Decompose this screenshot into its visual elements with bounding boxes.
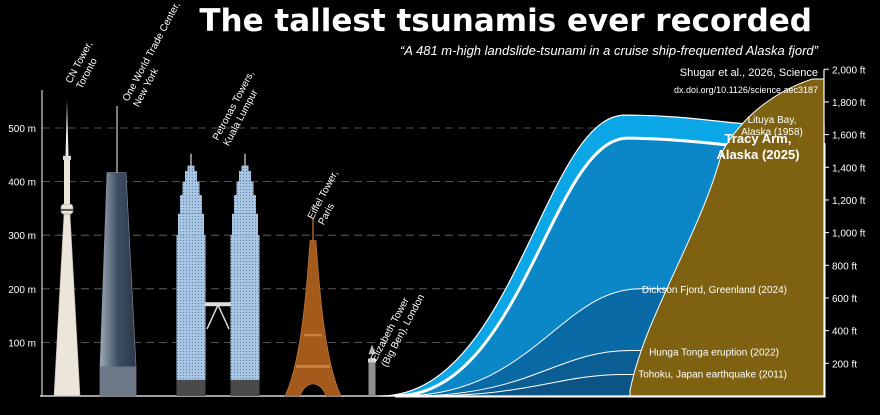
- petronas-base: [176, 379, 206, 396]
- eiffel-tower-body: [284, 240, 342, 397]
- elizabeth-tower-body: [368, 358, 376, 396]
- petronas-tier: [187, 165, 195, 171]
- left-tick-label: 300 m: [8, 231, 36, 242]
- source-citation: Shugar et al., 2026, Science: [680, 67, 818, 79]
- chart-title: The tallest tsunamis ever recorded: [199, 3, 812, 39]
- right-tick-label: 600 ft: [832, 294, 857, 305]
- owtc-base: [100, 366, 136, 396]
- right-tick-label: 1,600 ft: [832, 131, 866, 142]
- right-tick-label: 200 ft: [832, 359, 857, 370]
- eiffel-second-platform: [304, 333, 322, 337]
- petronas-tower-1: [176, 153, 206, 396]
- lituya-bay-label: Lituya Bay,: [748, 115, 797, 126]
- left-tick-label: 100 m: [8, 338, 36, 349]
- doi-link[interactable]: dx.doi.org/10.1126/science.aec3187: [674, 85, 818, 95]
- cn-tower-antenna: [65, 99, 69, 156]
- petronas-base: [230, 379, 260, 396]
- land-slope: [629, 78, 825, 397]
- eiffel-first-platform: [296, 364, 330, 368]
- petronas-tier: [234, 195, 256, 214]
- right-tick-label: 1,400 ft: [832, 163, 866, 174]
- lituya-bay-label: Alaska (1958): [741, 127, 803, 138]
- cn-tower-skypod: [63, 155, 71, 160]
- petronas-tier: [232, 213, 258, 236]
- petronas-towers: [176, 153, 260, 396]
- petronas-tier: [180, 195, 202, 214]
- cn-tower-upper: [64, 155, 70, 205]
- left-tick-label: 400 m: [8, 178, 36, 189]
- one-world-trade-center: [99, 106, 137, 397]
- petronas-tier: [239, 170, 251, 182]
- hunga-tonga-label: Hunga Tonga eruption (2022): [649, 347, 779, 358]
- elizabeth-tower: [368, 344, 376, 396]
- petronas-tier: [241, 165, 249, 171]
- cn-tower-pod-band: [61, 208, 73, 211]
- petronas-tier: [236, 181, 254, 195]
- tracy-arm-label: Alaska (2025): [716, 147, 799, 162]
- tracy-arm-label: Tracy Arm,: [725, 131, 792, 146]
- tohoku-label: Tohoku, Japan earthquake (2011): [638, 370, 787, 381]
- left-tick-label: 200 m: [8, 285, 36, 296]
- right-tick-label: 400 ft: [832, 327, 857, 338]
- right-tick-label: 1,000 ft: [832, 229, 866, 240]
- petronas-tier: [182, 181, 200, 195]
- petronas-tower-2: [230, 153, 260, 396]
- elizabeth-tower-clock: [368, 358, 376, 363]
- right-tick-label: 1,200 ft: [832, 196, 866, 207]
- right-tick-label: 1,800 ft: [832, 98, 866, 109]
- dickson-fjord-label: Dickson Fjord, Greenland (2024): [642, 285, 787, 296]
- elizabeth-tower-spire: [368, 344, 376, 355]
- right-tick-label: 800 ft: [832, 261, 857, 272]
- eiffel-tower: [284, 219, 342, 397]
- right-tick-label: 2,000 ft: [832, 65, 866, 76]
- petronas-tier: [176, 235, 206, 396]
- petronas-tier: [178, 213, 204, 236]
- petronas-tier: [230, 235, 260, 396]
- cn-tower: [53, 99, 81, 397]
- chart-subtitle: “A 481 m-high landslide-tsunami in a cru…: [400, 43, 819, 58]
- left-tick-label: 500 m: [8, 124, 36, 135]
- petronas-bridge-legs: [206, 303, 230, 330]
- petronas-tier: [185, 170, 197, 182]
